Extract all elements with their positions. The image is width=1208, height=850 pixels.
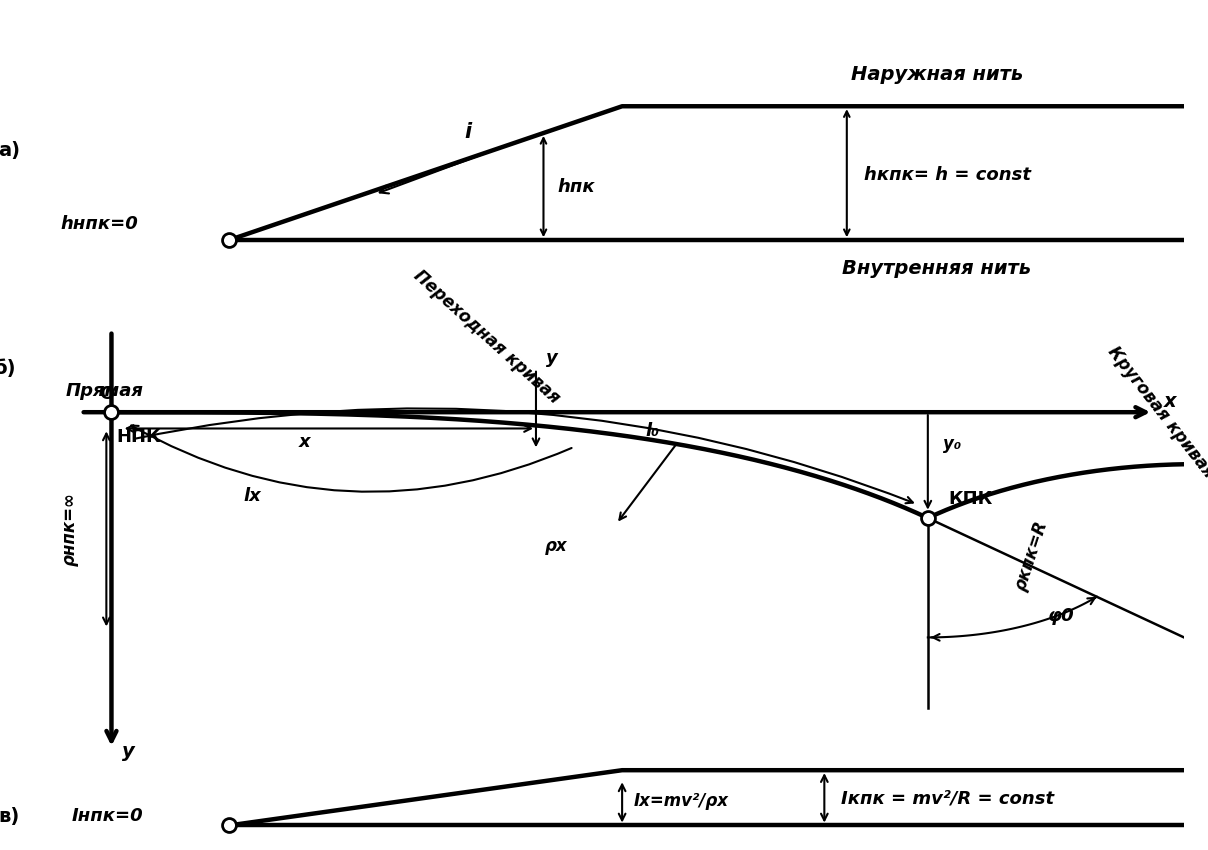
- Text: hнпк=0: hнпк=0: [60, 215, 138, 233]
- Text: y: y: [122, 742, 134, 761]
- Text: Iкпк = mv²/R = const: Iкпк = mv²/R = const: [841, 790, 1055, 808]
- Text: Переходная кривая: Переходная кривая: [410, 266, 563, 407]
- Text: ρнпк=∞: ρнпк=∞: [60, 492, 79, 566]
- Text: Iх=mv²/ρx: Iх=mv²/ρx: [633, 792, 728, 810]
- Text: НПК: НПК: [116, 428, 161, 446]
- Text: ρx: ρx: [545, 537, 568, 555]
- Text: Круговая кривая: Круговая кривая: [1104, 343, 1208, 481]
- Text: φ0: φ0: [1047, 607, 1074, 625]
- Text: l₀: l₀: [645, 422, 660, 440]
- Text: hпк: hпк: [557, 178, 594, 196]
- Text: б): б): [0, 359, 16, 378]
- Text: i: i: [465, 122, 472, 142]
- Text: lх: lх: [244, 487, 262, 505]
- Text: Iнпк=0: Iнпк=0: [71, 807, 144, 824]
- Text: Прямая: Прямая: [65, 382, 144, 400]
- Text: x: x: [300, 434, 310, 451]
- Text: y: y: [546, 349, 558, 367]
- Text: Внутренняя нить: Внутренняя нить: [842, 258, 1032, 278]
- Text: а): а): [0, 141, 21, 161]
- Text: КПК: КПК: [948, 490, 993, 508]
- Text: в): в): [0, 808, 19, 826]
- Text: hкпк= h = const: hкпк= h = const: [864, 166, 1030, 184]
- Text: Наружная нить: Наружная нить: [850, 65, 1023, 84]
- Text: ρкпк=R: ρкпк=R: [1011, 518, 1051, 592]
- Text: O: O: [99, 385, 114, 403]
- Text: x: x: [1163, 392, 1177, 411]
- Text: y₀: y₀: [943, 435, 962, 453]
